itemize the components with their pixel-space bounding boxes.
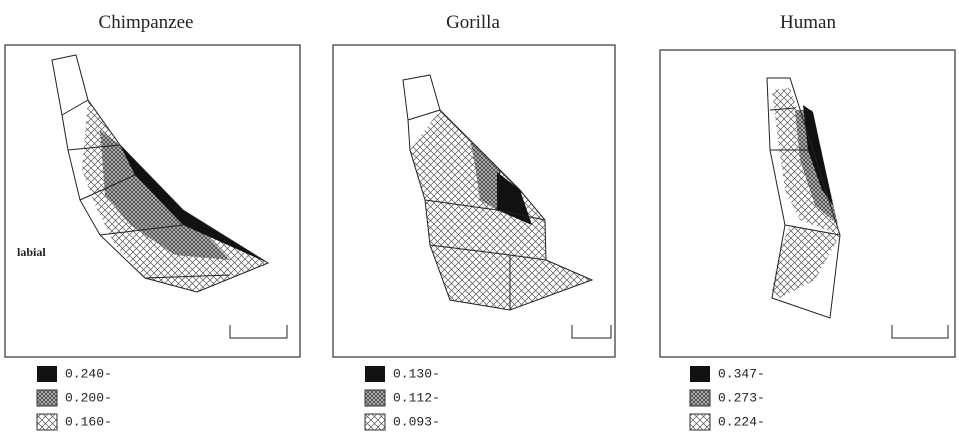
figure: Chimpanzee labial 0.240- 0.200- 0.160- G… — [0, 0, 959, 442]
region-light — [772, 225, 840, 298]
legend-label: 0.224- — [718, 414, 765, 429]
legend-label: 0.093- — [393, 414, 440, 429]
legend-swatch — [690, 390, 710, 406]
scale-bar — [230, 325, 287, 338]
panel-title: Human — [780, 12, 836, 33]
legend-swatch — [690, 414, 710, 430]
legend-swatch — [37, 414, 57, 430]
legend-label: 0.347- — [718, 366, 765, 381]
scale-bar — [572, 325, 611, 338]
legend-swatch — [365, 366, 385, 382]
legend-swatch — [365, 390, 385, 406]
panel-chimpanzee: Chimpanzee labial 0.240- 0.200- 0.160- — [5, 12, 300, 430]
legend-label: 0.130- — [393, 366, 440, 381]
legend-swatch — [365, 414, 385, 430]
panel-title: Chimpanzee — [99, 12, 194, 33]
legend-label: 0.160- — [65, 414, 112, 429]
legend-label: 0.112- — [393, 390, 440, 405]
scale-bar — [892, 325, 948, 338]
legend-swatch — [37, 366, 57, 382]
legend-label: 0.200- — [65, 390, 112, 405]
panel-title: Gorilla — [446, 12, 500, 33]
legend-label: 0.273- — [718, 390, 765, 405]
panel-gorilla: Gorilla 0.130- 0.112- 0.093- — [333, 12, 615, 430]
page: Chimpanzee labial 0.240- 0.200- 0.160- G… — [0, 0, 959, 442]
panel-human: Human 0.347- 0.273- 0.224- — [660, 12, 955, 430]
legend-swatch — [37, 390, 57, 406]
legend-swatch — [690, 366, 710, 382]
legend-label: 0.240- — [65, 366, 112, 381]
annotation: labial — [17, 245, 46, 259]
